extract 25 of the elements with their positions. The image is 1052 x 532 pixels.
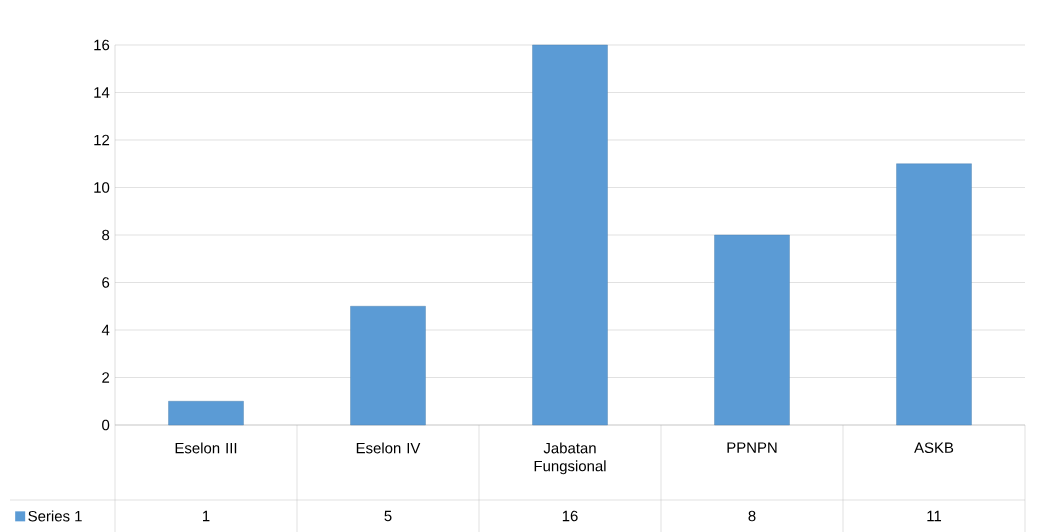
data-label: 8	[748, 510, 756, 522]
x-tick-label: Eselon III	[175, 442, 237, 454]
y-tick-label: 14	[94, 87, 110, 98]
y-tick-label: 6	[102, 277, 110, 288]
data-label: 1	[202, 510, 210, 522]
data-label: 11	[927, 510, 942, 522]
bar	[350, 306, 426, 426]
data-label: 5	[384, 510, 392, 522]
bar	[896, 163, 972, 426]
data-label: 16	[562, 510, 578, 522]
x-tick-label: PPNPN	[727, 442, 777, 453]
legend-label: Series 1	[28, 510, 82, 522]
y-tick-label: 4	[101, 324, 110, 336]
y-tick-label: 0	[102, 419, 110, 431]
bar	[168, 401, 244, 426]
y-tick-label: 2	[102, 372, 110, 383]
y-tick-label: 16	[94, 39, 110, 51]
x-tick-label: ASKB	[914, 442, 954, 454]
bar	[532, 44, 608, 426]
y-tick-label: 10	[94, 182, 110, 193]
bar	[714, 234, 790, 426]
x-tick-label: Eselon IV	[356, 442, 421, 454]
y-tick-label: 12	[94, 134, 110, 146]
y-tick-label: 8	[102, 229, 110, 241]
x-tick-label: Jabatan Fungsional	[534, 442, 606, 475]
